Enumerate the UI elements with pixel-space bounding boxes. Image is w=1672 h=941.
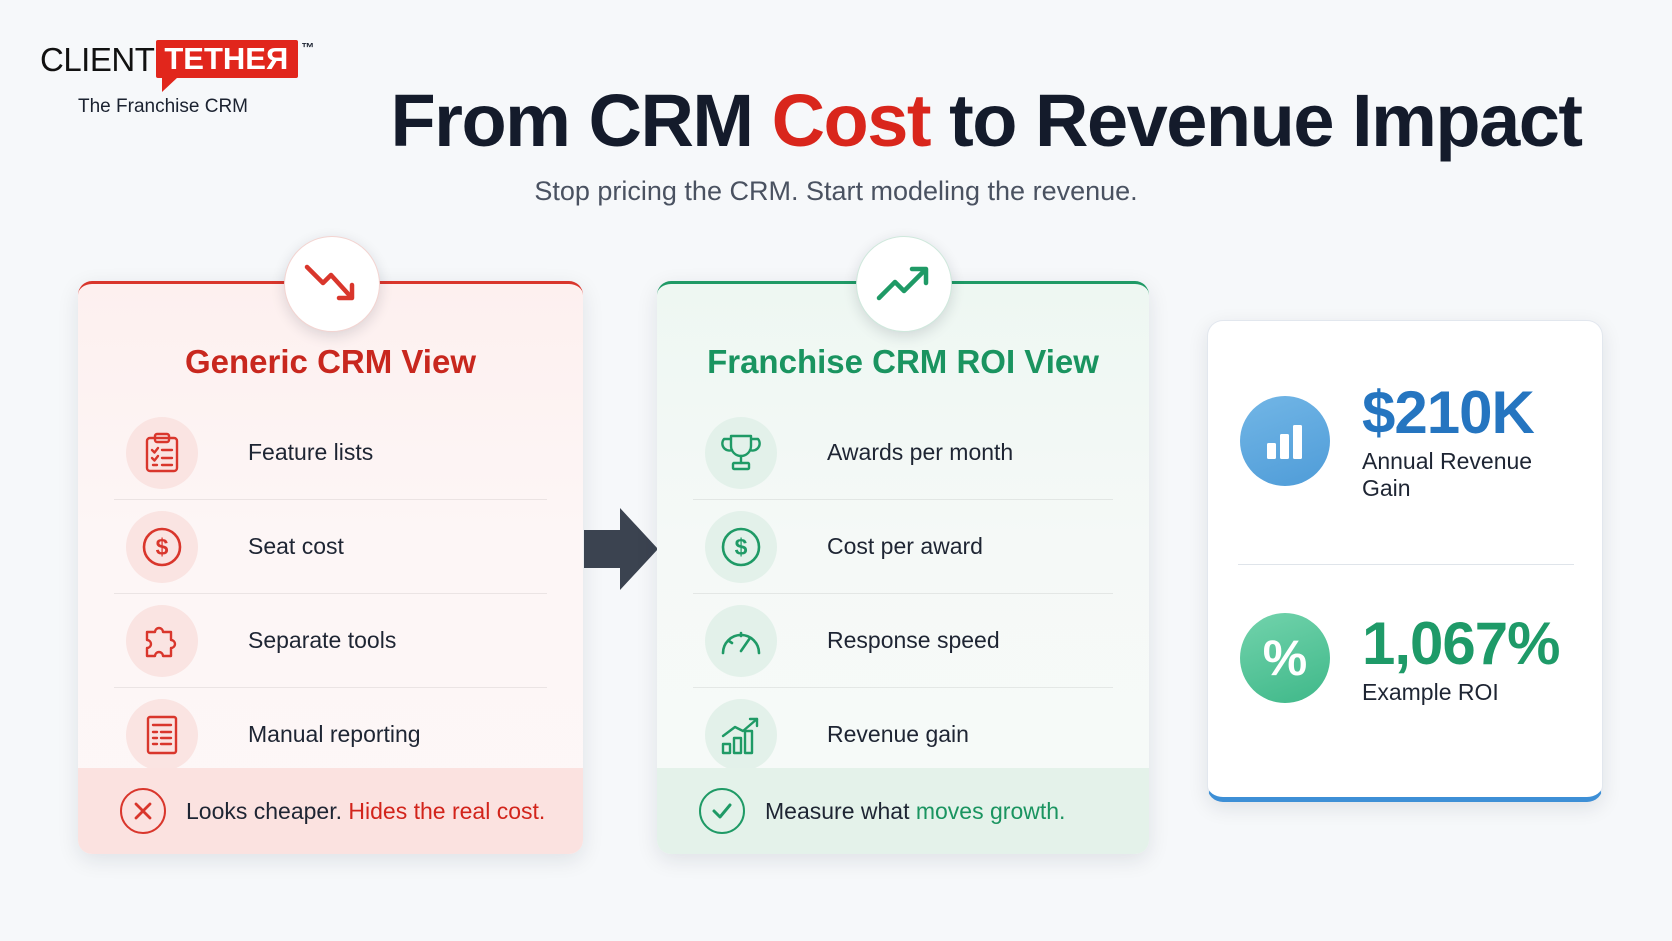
puzzle-piece-icon xyxy=(126,604,198,677)
list-item: Separate tools xyxy=(114,594,547,688)
title-part-1: From CRM xyxy=(390,79,772,162)
generic-view-title: Generic CRM View xyxy=(185,343,476,380)
trending-down-badge xyxy=(283,236,380,332)
svg-text:$: $ xyxy=(735,534,748,560)
title-accent-word: Cost xyxy=(771,79,932,162)
logo-word-client: CLIENT xyxy=(40,41,155,78)
item-label-feature-lists: Feature lists xyxy=(248,439,374,465)
arrow-right-icon xyxy=(584,508,658,590)
title-part-2: to Revenue Impact xyxy=(930,79,1583,162)
footer-text-plain: Measure what xyxy=(765,797,916,824)
list-item: $ Seat cost xyxy=(114,500,547,594)
x-circle-icon xyxy=(120,788,166,834)
example-roi-stat: % 1,067% Example ROI xyxy=(1240,598,1582,718)
franchise-roi-view-card: Franchise CRM ROI View Awards per month … xyxy=(657,236,1149,854)
dollar-circle-icon: $ xyxy=(126,510,198,583)
item-label-cost-per-award: Cost per award xyxy=(827,533,983,559)
item-label-seat-cost: Seat cost xyxy=(248,533,344,559)
client-tether-logo: CLIENT TETHEЯ ™ The Franchise CRM xyxy=(40,34,340,124)
dollar-circle-icon: $ xyxy=(705,510,777,583)
roi-view-list: Awards per month $ Cost per award Respon… xyxy=(693,406,1113,781)
report-document-icon xyxy=(126,698,198,771)
trending-down-icon xyxy=(304,264,354,301)
list-item: Revenue gain xyxy=(693,688,1113,781)
roi-view-footer-text: Measure what moves growth. xyxy=(765,798,1065,825)
page-title: From CRM Cost to Revenue Impact xyxy=(0,78,1672,163)
roi-view-footer: Measure what moves growth. xyxy=(657,768,1149,854)
generic-crm-view-card: Generic CRM View Feature lists $ Seat co… xyxy=(78,236,583,854)
footer-text-highlight: Hides the real cost. xyxy=(348,797,546,824)
roi-view-title: Franchise CRM ROI View xyxy=(707,343,1099,380)
item-label-revenue-gain: Revenue gain xyxy=(827,721,969,747)
example-roi-value: 1,067% xyxy=(1362,609,1560,677)
item-label-manual-reporting: Manual reporting xyxy=(248,721,421,747)
list-item: Awards per month xyxy=(693,406,1113,500)
trending-up-badge xyxy=(856,236,952,332)
generic-view-footer: Looks cheaper. Hides the real cost. xyxy=(78,768,583,854)
trending-up-icon xyxy=(876,266,929,301)
bar-chart-growth-icon xyxy=(705,698,777,771)
page-subtitle: Stop pricing the CRM. Start modeling the… xyxy=(534,176,1138,206)
item-label-separate-tools: Separate tools xyxy=(248,627,397,653)
logo-tagline: The Franchise CRM xyxy=(78,96,248,117)
list-item: $ Cost per award xyxy=(693,500,1113,594)
list-item: Feature lists xyxy=(114,406,547,500)
annual-revenue-label: Annual Revenue Gain xyxy=(1362,448,1533,501)
logo-trademark: ™ xyxy=(301,40,315,55)
svg-text:$: $ xyxy=(156,534,169,560)
clipboard-checklist-icon xyxy=(126,416,198,489)
footer-text-highlight: moves growth. xyxy=(915,797,1066,824)
generic-view-list: Feature lists $ Seat cost Separate tools xyxy=(114,406,547,781)
list-item: Manual reporting xyxy=(114,688,547,781)
percent-icon: % xyxy=(1240,613,1330,703)
annual-revenue-value: $210K xyxy=(1362,379,1535,446)
logo-wordmark: CLIENT TETHEЯ ™ xyxy=(40,40,315,92)
generic-view-footer-text: Looks cheaper. Hides the real cost. xyxy=(186,798,545,825)
bar-chart-icon xyxy=(1240,396,1330,486)
footer-text-plain: Looks cheaper. xyxy=(186,797,349,824)
item-label-awards-per-month: Awards per month xyxy=(827,439,1014,465)
roi-stats-card: $210K Annual Revenue Gain % 1,067% Examp… xyxy=(1207,320,1603,802)
speedometer-icon xyxy=(705,604,777,677)
check-circle-icon xyxy=(699,788,745,834)
item-label-response-speed: Response speed xyxy=(827,627,1000,653)
list-item: Response speed xyxy=(693,594,1113,688)
annual-revenue-stat: $210K Annual Revenue Gain xyxy=(1240,379,1582,501)
stats-divider xyxy=(1238,564,1574,565)
example-roi-label: Example ROI xyxy=(1362,678,1499,705)
logo-word-tether: TETHEЯ xyxy=(156,40,299,92)
trophy-icon xyxy=(705,416,777,489)
